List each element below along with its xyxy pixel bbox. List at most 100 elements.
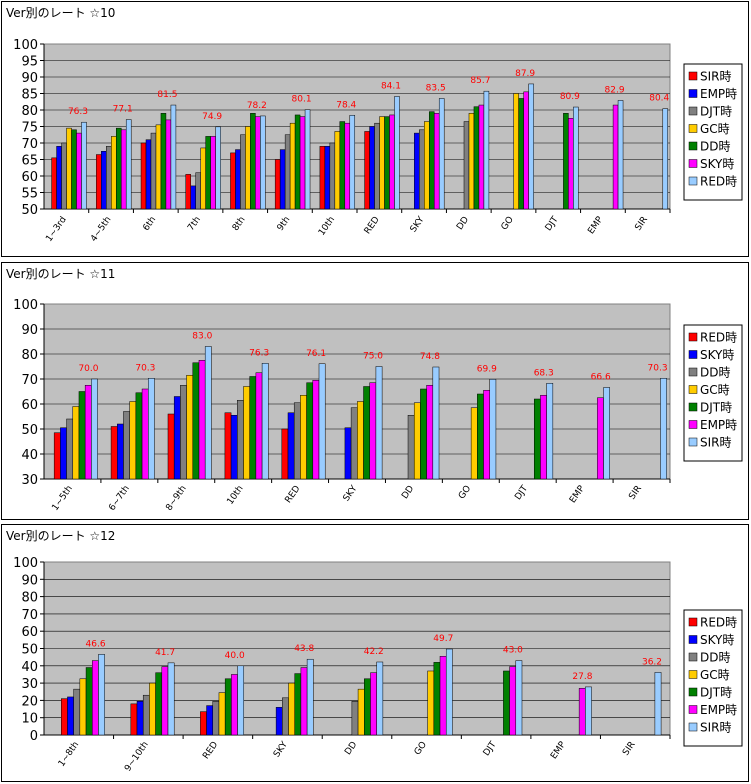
legend-label: RED時: [700, 175, 737, 189]
bar: [255, 116, 261, 210]
data-label: 80.9: [560, 92, 580, 102]
bar: [282, 697, 289, 736]
legend-label: GC時: [700, 383, 730, 397]
bar: [224, 412, 232, 480]
bar: [81, 121, 87, 210]
bar: [91, 378, 98, 480]
legend-label: DJT時: [700, 105, 732, 119]
bar: [71, 129, 77, 210]
bar: [463, 121, 470, 210]
category-label: SIR: [627, 484, 644, 502]
bar: [140, 142, 147, 210]
category-label: 7th: [186, 215, 203, 233]
bar: [173, 396, 181, 480]
bar: [261, 363, 269, 480]
category-label: RED: [284, 484, 303, 505]
legend-label: EMP時: [700, 703, 737, 717]
data-label: 77.1: [113, 105, 133, 115]
y-tick-label: 70: [21, 373, 38, 388]
y-tick-label: 50: [21, 423, 38, 438]
bar: [125, 119, 132, 210]
bar: [190, 185, 196, 210]
bar: [130, 703, 138, 736]
y-tick-label: 40: [21, 448, 38, 463]
legend-label: EMP時: [700, 418, 737, 432]
legend-swatch: [688, 176, 698, 186]
category-label: 6~7th: [107, 484, 131, 513]
bar: [334, 131, 341, 210]
bar: [294, 114, 301, 210]
legend-swatch: [688, 367, 698, 377]
bar: [165, 119, 172, 210]
category-label: SKY: [272, 740, 290, 760]
bar: [230, 152, 236, 210]
bar: [215, 126, 221, 210]
category-label: 10th: [226, 484, 246, 507]
bar: [53, 432, 61, 480]
legend-swatch: [688, 670, 698, 679]
legend-label: RED時: [700, 616, 737, 630]
bar: [255, 372, 263, 480]
category-label: 1~5th: [51, 484, 75, 513]
bar: [376, 661, 384, 736]
bar: [413, 402, 421, 480]
data-label: 85.7: [470, 76, 490, 86]
bar: [369, 382, 377, 480]
bar: [612, 104, 619, 210]
bar: [427, 670, 435, 736]
legend-label: GC時: [700, 668, 730, 682]
bar: [389, 114, 395, 210]
chart-panel-2: Ver別のレート ☆11 30 40 50 60 70 80 90 100 70.0 1~5th 7…: [1, 262, 749, 520]
bar: [515, 660, 523, 736]
bar: [210, 136, 216, 210]
bar: [123, 411, 130, 480]
bar: [279, 149, 286, 210]
data-label: 46.6: [86, 639, 106, 649]
bar: [419, 129, 425, 210]
y-tick-label: 10: [21, 712, 38, 727]
bar: [76, 132, 82, 210]
bar: [155, 672, 163, 736]
bar: [198, 360, 206, 480]
legend: RED時 SKY時 DD時 GC時 DJT時 EMP時 SIR時: [683, 609, 743, 747]
bar: [92, 660, 99, 736]
legend-swatch: [688, 617, 698, 627]
chart-title-3: Ver別のレート ☆12: [6, 529, 116, 543]
bar: [344, 427, 352, 480]
bar: [115, 127, 122, 210]
legend-label: SKY時: [700, 157, 734, 171]
category-label: RED: [201, 740, 220, 761]
category-label: 1~3rd: [44, 215, 68, 244]
bar: [170, 104, 177, 210]
legend-label: SKY時: [700, 633, 734, 647]
bar: [546, 383, 554, 480]
bar: [230, 415, 238, 480]
bar: [445, 648, 453, 736]
legend-swatch: [688, 350, 698, 359]
y-tick-label: 100: [13, 298, 38, 313]
data-label: 70.3: [648, 363, 668, 373]
bar: [660, 378, 667, 480]
category-label: GO: [457, 484, 473, 501]
legend-label: GC時: [700, 122, 730, 136]
legend-swatch: [688, 141, 698, 151]
bar: [414, 132, 420, 210]
bar: [249, 376, 257, 480]
data-label: 43.8: [294, 644, 314, 654]
category-label: 9~10th: [123, 740, 151, 774]
category-label: 4~5th: [89, 215, 113, 244]
category-label: 8th: [231, 215, 248, 233]
bar: [420, 388, 427, 480]
category-label: RED: [363, 215, 382, 236]
bar: [56, 146, 62, 210]
bar: [470, 407, 478, 480]
legend-swatch: [688, 420, 698, 429]
data-label: 49.7: [433, 634, 453, 644]
bar: [370, 672, 377, 736]
bar: [375, 366, 383, 480]
bar: [260, 115, 266, 210]
bar: [433, 113, 440, 210]
bar: [349, 115, 356, 210]
bar: [192, 362, 200, 480]
legend-label: SKY時: [700, 348, 734, 362]
